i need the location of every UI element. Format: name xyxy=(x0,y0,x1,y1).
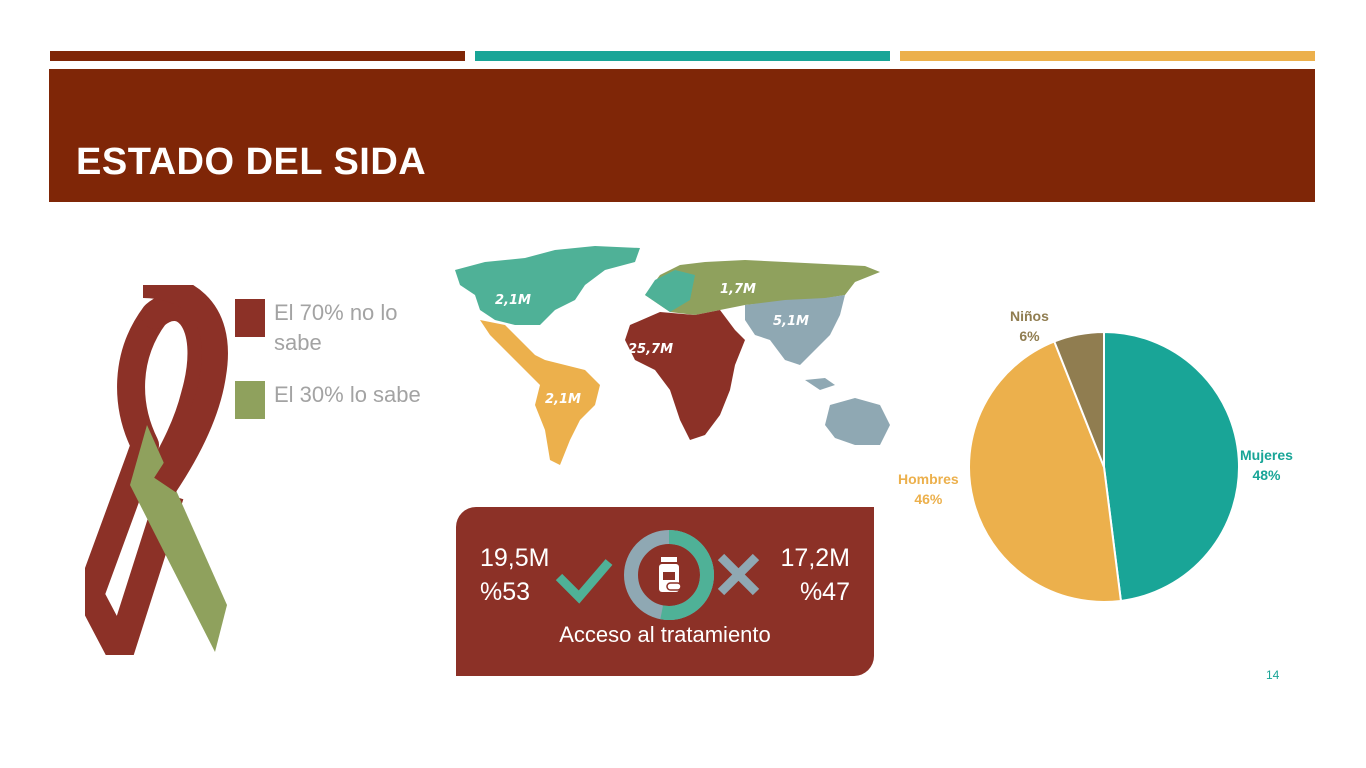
map-label-latin-america: 2,1M xyxy=(545,392,581,407)
map-label-north-america: 2,1M xyxy=(495,293,531,308)
page-number: 14 xyxy=(1266,668,1280,682)
medicine-bottle-icon xyxy=(659,557,682,592)
map-region-north-america xyxy=(455,246,640,325)
treatment-graphic xyxy=(555,530,760,620)
with-access-value: 19,5M xyxy=(480,544,550,572)
map-region-africa xyxy=(625,310,745,440)
legend-swatch xyxy=(235,299,265,337)
legend-label: El 70% no lo sabe xyxy=(274,300,398,355)
without-access-percent: %47 xyxy=(799,578,850,606)
map-label-europe: 1,7M xyxy=(720,282,756,297)
top-accent-bar-gold xyxy=(900,51,1315,61)
map-region-oceania xyxy=(825,398,890,445)
legend-swatch xyxy=(235,381,265,419)
map-label-africa: 25,7M xyxy=(628,342,673,357)
treatment-caption: Acceso al tratamiento xyxy=(559,622,771,647)
without-access-value: 17,2M xyxy=(780,544,850,572)
treatment-without-access: 17,2M %47 xyxy=(781,541,850,609)
map-label-asia: 5,1M xyxy=(773,314,809,329)
checkmark-icon xyxy=(555,559,613,604)
donut-with-access-arc xyxy=(624,530,714,620)
world-map: 2,1M 1,7M 5,1M 25,7M 2,1M xyxy=(455,246,890,465)
map-region-asia xyxy=(745,295,845,365)
pie-label-hombres: Hombres 46% xyxy=(898,471,959,507)
aids-ribbon-icon xyxy=(85,285,228,655)
legend-item-saben: El 30% lo sabe xyxy=(235,380,424,419)
top-accent-bar-teal xyxy=(475,51,890,61)
top-accent-bar-red xyxy=(50,51,465,61)
title-banner: ESTADO DEL SIDA xyxy=(49,69,1315,202)
legend-label: El 30% lo sabe xyxy=(274,382,421,407)
cross-icon xyxy=(717,553,760,596)
gender-pie-chart xyxy=(968,330,1240,603)
pie-slice-ninos xyxy=(1053,330,1105,468)
map-region-latin-america xyxy=(480,320,600,465)
pie-label-ninos: Niños 6% xyxy=(1010,308,1049,344)
treatment-with-access: 19,5M %53 xyxy=(480,541,549,609)
treatment-access-panel: 19,5M %53 17,2M %47 Acceso al tratamient… xyxy=(456,507,874,676)
map-region-europe xyxy=(645,260,880,315)
with-access-percent: %53 xyxy=(480,578,531,606)
pie-slice-hombres xyxy=(968,340,1123,603)
pie-slice-mujeres xyxy=(1103,330,1240,603)
pie-label-mujeres: Mujeres 48% xyxy=(1240,447,1293,483)
slide-title: ESTADO DEL SIDA xyxy=(76,141,427,183)
legend-item-no-saben: El 70% no lo sabe xyxy=(235,298,424,358)
